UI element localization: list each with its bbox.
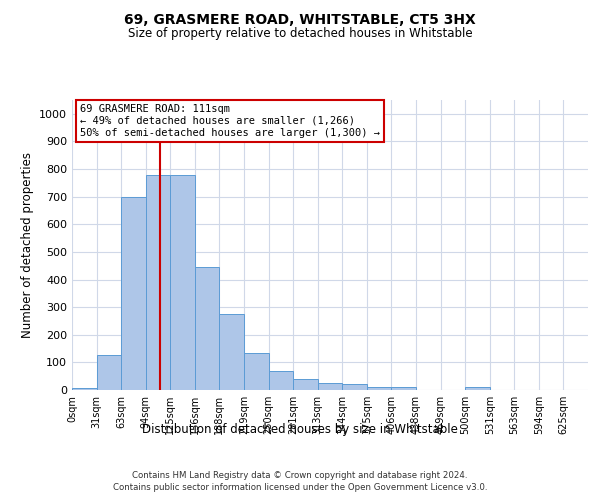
Text: 69 GRASMERE ROAD: 111sqm
← 49% of detached houses are smaller (1,266)
50% of sem: 69 GRASMERE ROAD: 111sqm ← 49% of detach… [80,104,380,138]
Bar [170,175,195,390]
Text: 69, GRASMERE ROAD, WHITSTABLE, CT5 3HX: 69, GRASMERE ROAD, WHITSTABLE, CT5 3HX [124,12,476,26]
Bar [342,384,367,390]
Bar [220,314,244,390]
Bar [293,379,318,390]
Text: Contains HM Land Registry data © Crown copyright and database right 2024.: Contains HM Land Registry data © Crown c… [132,471,468,480]
Bar [97,356,121,390]
Y-axis label: Number of detached properties: Number of detached properties [20,152,34,338]
Bar [121,196,146,390]
Bar [465,387,490,390]
Text: Contains public sector information licensed under the Open Government Licence v3: Contains public sector information licen… [113,484,487,492]
Bar [244,354,269,390]
Bar [367,386,391,390]
Bar [72,388,97,390]
Bar [391,386,416,390]
Text: Size of property relative to detached houses in Whitstable: Size of property relative to detached ho… [128,28,472,40]
Bar [318,383,342,390]
Bar [195,267,220,390]
Bar [146,175,170,390]
Bar [269,370,293,390]
Text: Distribution of detached houses by size in Whitstable: Distribution of detached houses by size … [142,422,458,436]
